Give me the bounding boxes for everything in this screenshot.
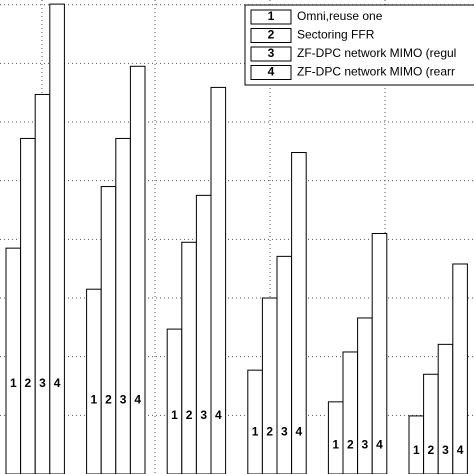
bar-key-label: 1 (91, 392, 98, 406)
bar (195, 194, 212, 474)
bar-key-label: 2 (428, 443, 435, 457)
bar-key-label: 1 (171, 408, 178, 422)
legend: 1 Omni,reuse one 2 Sectoring FFR 3 ZF-DPC net… (244, 4, 474, 86)
bar (261, 297, 278, 474)
bar (100, 186, 117, 474)
bar-key-label: 1 (332, 437, 339, 451)
bar-key-label: 3 (39, 376, 46, 390)
bar-key-label: 1 (413, 443, 420, 457)
bar (247, 369, 263, 474)
legend-key: 4 (268, 65, 275, 79)
bar (129, 65, 146, 474)
bar (115, 137, 131, 474)
bar (371, 232, 388, 474)
legend-key-box (250, 46, 292, 62)
legend-key-box (250, 28, 292, 43)
bar-key-label: 4 (54, 376, 61, 390)
bar-key-label: 2 (186, 408, 193, 422)
bar-key-label: 2 (266, 425, 273, 439)
bar-key-label: 4 (376, 437, 383, 451)
bar (86, 288, 102, 474)
legend-key: 1 (268, 9, 275, 23)
bar-key-label: 1 (252, 425, 259, 439)
bar (291, 152, 307, 474)
bar (276, 255, 293, 474)
legend-key: 2 (268, 28, 275, 42)
bar (49, 3, 65, 474)
legend-label: ZF-DPC network MIMO (regul (297, 46, 456, 60)
bar (181, 241, 197, 474)
bar-key-label: 4 (134, 392, 141, 406)
legend-key-box (250, 9, 292, 25)
legend-key-box (250, 65, 292, 80)
bar-key-label: 3 (442, 443, 449, 457)
bar (166, 328, 183, 474)
legend-key: 3 (268, 46, 275, 60)
bar-key-label: 3 (200, 408, 207, 422)
bar-key-label: 3 (120, 392, 127, 406)
bar-key-label: 1 (10, 376, 17, 390)
bar (20, 137, 36, 474)
legend-label: ZF-DPC network MIMO (rearr (297, 65, 455, 79)
legend-label: Sectoring FFR (297, 28, 375, 42)
bar-key-label: 3 (362, 437, 369, 451)
bar-key-label: 4 (296, 425, 303, 439)
bar-key-label: 2 (25, 376, 32, 390)
bar (423, 373, 439, 474)
legend-label: Omni,reuse one (297, 9, 383, 23)
bar (210, 86, 227, 474)
bar-key-label: 4 (215, 408, 222, 422)
bar-key-label: 2 (105, 392, 112, 406)
bar-key-label: 2 (347, 437, 354, 451)
bar (5, 247, 22, 474)
bar-key-label: 4 (457, 443, 464, 457)
bar-key-label: 3 (281, 425, 288, 439)
bar (34, 93, 51, 474)
bar (342, 351, 359, 474)
